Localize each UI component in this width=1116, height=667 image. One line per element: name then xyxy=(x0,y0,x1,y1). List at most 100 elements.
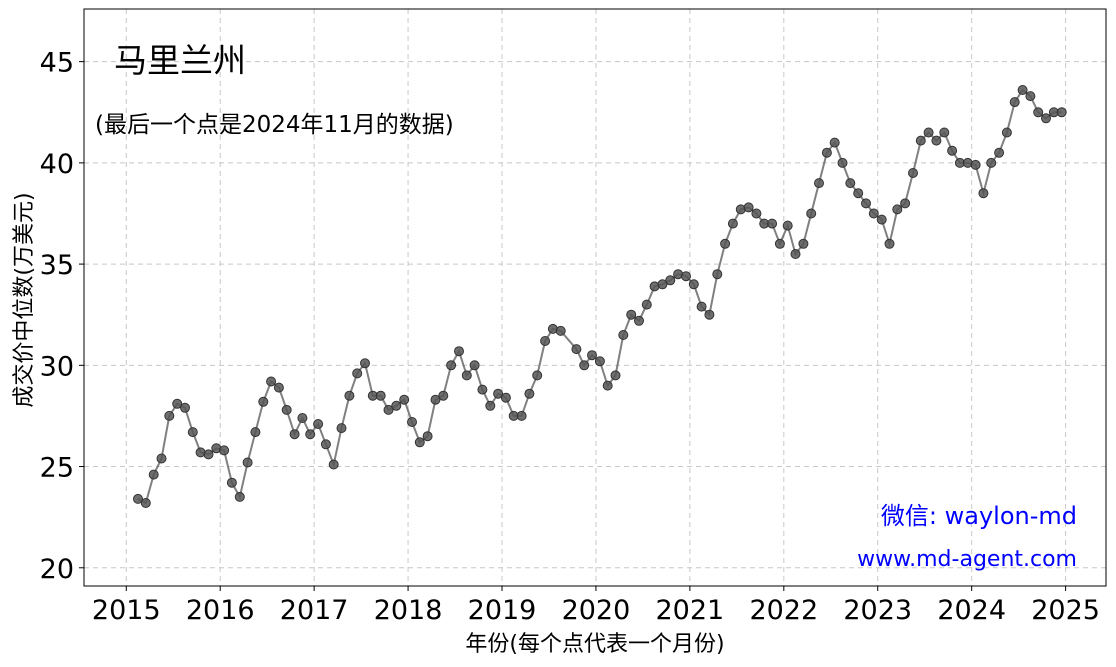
data-point xyxy=(829,137,840,148)
data-point xyxy=(908,168,918,178)
data-point xyxy=(727,218,738,229)
data-point xyxy=(258,396,269,407)
data-point xyxy=(485,400,496,411)
x-tick-label: 2024 xyxy=(937,595,1006,626)
data-point xyxy=(610,370,621,381)
data-point xyxy=(454,346,464,357)
data-point xyxy=(634,315,644,326)
data-point xyxy=(1001,127,1012,138)
data-point xyxy=(516,410,527,421)
data-point xyxy=(868,208,879,219)
data-point xyxy=(774,238,785,249)
data-point xyxy=(837,157,848,168)
data-point xyxy=(782,220,793,231)
y-tick-label: 40 xyxy=(40,149,74,180)
x-tick-label: 2019 xyxy=(468,595,537,626)
data-point xyxy=(626,309,637,320)
data-point xyxy=(892,204,903,215)
data-point xyxy=(469,360,480,371)
chart-title: 马里兰州 xyxy=(114,41,246,80)
x-tick-label: 2016 xyxy=(186,595,255,626)
data-point xyxy=(555,325,566,336)
data-point xyxy=(1025,91,1036,102)
data-point xyxy=(187,427,198,438)
data-point xyxy=(1041,113,1051,124)
data-point xyxy=(665,275,676,286)
x-tick-label: 2020 xyxy=(562,595,631,626)
data-point xyxy=(226,477,237,488)
data-point xyxy=(352,368,363,379)
data-point xyxy=(266,376,277,387)
y-tick-label: 30 xyxy=(40,351,74,382)
data-point xyxy=(767,218,778,229)
data-point xyxy=(422,431,433,442)
x-tick-label: 2017 xyxy=(280,595,349,626)
data-point xyxy=(273,382,284,393)
data-point xyxy=(399,394,410,405)
data-point xyxy=(1017,85,1028,95)
data-point xyxy=(970,159,981,170)
data-point xyxy=(219,445,230,456)
data-point xyxy=(430,394,441,405)
data-point xyxy=(336,423,347,434)
chart-subtitle: (最后一个点是2024年11月的数据) xyxy=(95,112,454,138)
data-point xyxy=(618,330,629,340)
data-point xyxy=(234,491,245,502)
x-tick-label: 2021 xyxy=(656,595,725,626)
data-point xyxy=(1056,107,1067,118)
data-point xyxy=(986,157,997,168)
x-axis-label: 年份(每个点代表一个月份) xyxy=(465,632,724,657)
data-point xyxy=(180,402,190,413)
data-point xyxy=(720,238,731,249)
data-point xyxy=(1009,97,1020,108)
data-point xyxy=(164,410,175,421)
data-point xyxy=(696,301,707,312)
data-point xyxy=(915,135,926,146)
data-point xyxy=(657,279,668,290)
data-point xyxy=(821,147,832,158)
data-point xyxy=(712,269,723,280)
data-point xyxy=(978,188,989,199)
data-point xyxy=(140,498,151,508)
data-point xyxy=(360,358,370,369)
data-point xyxy=(571,344,582,355)
y-tick-label: 45 xyxy=(40,48,74,79)
x-tick-label: 2025 xyxy=(1031,595,1100,626)
y-tick-label: 35 xyxy=(40,250,74,281)
data-point xyxy=(798,238,809,249)
data-point xyxy=(876,214,887,225)
data-point xyxy=(289,429,300,440)
series-layer xyxy=(133,85,1067,508)
data-point xyxy=(493,388,504,399)
data-point xyxy=(790,249,801,259)
watermark-website: www.md-agent.com xyxy=(857,547,1077,572)
series-line xyxy=(137,88,1062,505)
data-point xyxy=(743,202,754,213)
data-point xyxy=(156,453,167,464)
grid xyxy=(84,9,1106,586)
data-point xyxy=(446,360,457,371)
data-point xyxy=(853,188,864,199)
data-point xyxy=(602,380,613,391)
data-point xyxy=(203,449,214,460)
data-point xyxy=(407,417,417,427)
data-point xyxy=(172,398,183,409)
data-point xyxy=(320,439,331,450)
data-point xyxy=(532,370,543,381)
data-point xyxy=(344,390,355,401)
watermark-wechat: 微信: waylon-md xyxy=(881,502,1077,530)
data-point xyxy=(704,309,715,320)
data-point xyxy=(375,390,386,401)
data-point xyxy=(939,127,950,138)
data-point xyxy=(250,427,261,438)
data-point xyxy=(751,208,762,219)
data-point xyxy=(641,299,652,310)
data-point xyxy=(414,437,425,448)
data-point xyxy=(305,429,316,440)
y-tick-label: 20 xyxy=(40,554,74,585)
data-point xyxy=(587,350,597,361)
data-point xyxy=(594,356,605,367)
data-point xyxy=(688,279,699,290)
